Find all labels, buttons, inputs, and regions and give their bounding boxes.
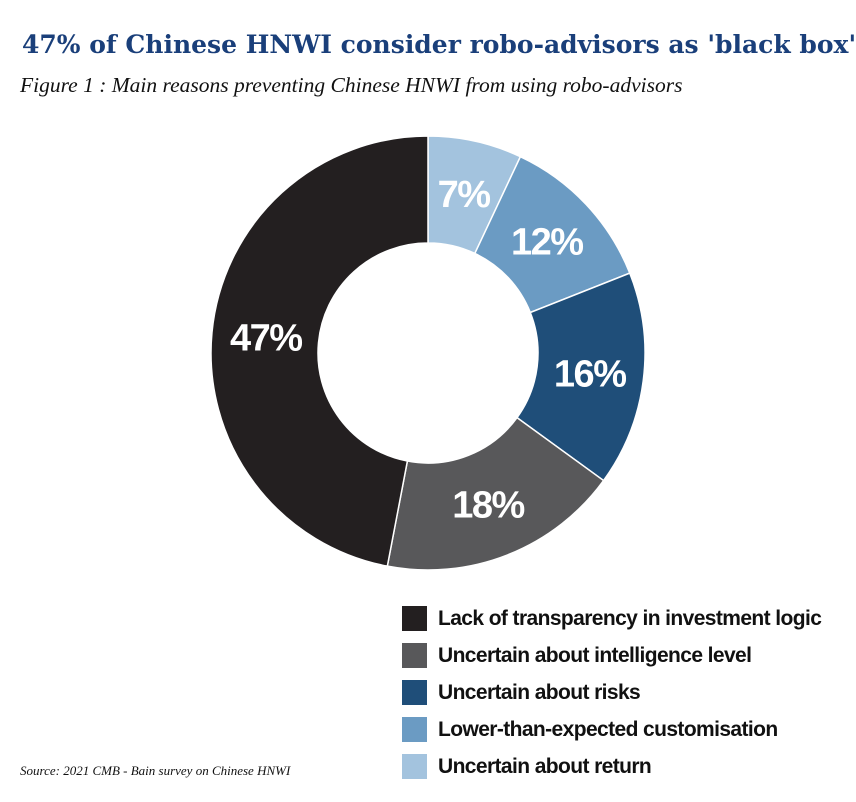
donut-chart: 7% 12% 16% 18% 47% [210,135,646,571]
legend-item: Uncertain about intelligence level [402,637,852,674]
legend-label: Lower-than-expected customisation [438,717,778,741]
chart-title: 47% of Chinese HNWI consider robo-adviso… [22,30,856,59]
slice-value-label: 7% [438,174,491,216]
donut-slice [210,135,429,568]
slice-value-label: 16% [554,353,626,395]
donut-slice [515,272,646,482]
slice-value-label: 12% [511,221,583,263]
legend-item: Lower-than-expected customisation [402,711,852,748]
slice-value-label: 18% [452,485,524,527]
legend-swatch [402,606,427,631]
legend-swatch [402,754,427,779]
chart-subtitle: Figure 1 : Main reasons preventing Chine… [20,73,683,97]
chart-legend: Lack of transparency in investment logic… [402,600,852,785]
source-note: Source: 2021 CMB - Bain survey on Chines… [20,763,291,778]
legend-item: Lack of transparency in investment logic [402,600,852,637]
legend-swatch [402,680,427,705]
slice-value-label: 47% [230,318,302,360]
legend-item: Uncertain about return [402,748,852,785]
legend-item: Uncertain about risks [402,674,852,711]
legend-label: Uncertain about risks [438,680,641,704]
legend-swatch [402,643,427,668]
legend-label: Uncertain about return [438,754,652,778]
legend-label: Uncertain about intelligence level [438,643,752,667]
donut-slice [386,416,605,571]
legend-swatch [402,717,427,742]
legend-label: Lack of transparency in investment logic [438,606,822,630]
